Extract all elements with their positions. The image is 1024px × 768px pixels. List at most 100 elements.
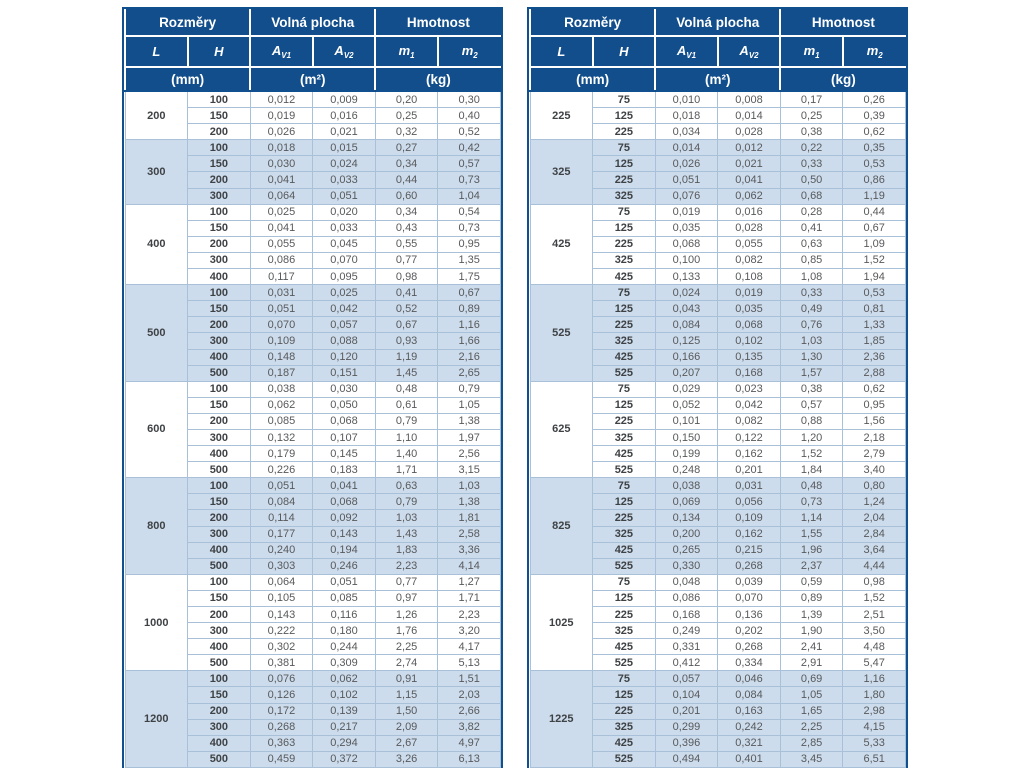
- data-table: Rozměry Volná plocha Hmotnost L H AV1 AV…: [528, 9, 906, 768]
- data-table: Rozměry Volná plocha Hmotnost L H AV1 AV…: [123, 9, 501, 768]
- table-row: 800 100 0,051 0,041 0,63 1,03: [124, 477, 501, 575]
- table-row: 300 0,086 0,070 0,77 1,35: [125, 251, 501, 270]
- dimension-H-cell: 225: [592, 412, 656, 430]
- mass-m2-cell: 3,20: [437, 622, 501, 640]
- area-av1-cell: 0,148: [249, 348, 314, 366]
- area-av2-cell: 0,136: [717, 605, 781, 624]
- area-av2-cell: 0,122: [717, 428, 781, 447]
- area-av2-cell: 0,135: [717, 348, 781, 366]
- mass-m2-cell: 0,26: [842, 90, 906, 109]
- dimension-H-cell: 150: [187, 107, 251, 125]
- mass-m1-cell: 1,65: [779, 702, 844, 720]
- area-av1-cell: 0,084: [249, 493, 314, 511]
- dimension-L-cell: 800: [124, 477, 189, 575]
- area-av2-cell: 0,180: [312, 622, 376, 640]
- table-row: 425 0,331 0,268 2,41 4,48: [530, 638, 906, 656]
- dimension-H-cell: 200: [187, 605, 251, 624]
- table-row: 225 0,034 0,028 0,38 0,62: [530, 123, 906, 141]
- header-volna-plocha: Volná plocha: [249, 9, 376, 36]
- header-volna-plocha: Volná plocha: [654, 9, 781, 36]
- unit-m2: (m²): [249, 66, 376, 92]
- dimension-H-cell: 150: [187, 300, 251, 318]
- mass-m2-cell: 1,35: [437, 251, 501, 270]
- header-m2: m2: [436, 35, 501, 67]
- mass-m1-cell: 0,33: [779, 284, 844, 302]
- dimension-H-cell: 500: [187, 654, 251, 672]
- mass-m1-cell: 2,09: [374, 718, 439, 736]
- area-av1-cell: 0,048: [654, 573, 719, 591]
- dimension-H-cell: 200: [187, 702, 251, 720]
- header-Av1: AV1: [654, 35, 718, 67]
- area-av1-cell: 0,331: [654, 638, 719, 656]
- area-av1-cell: 0,076: [249, 670, 314, 688]
- area-av2-cell: 0,082: [717, 412, 781, 430]
- area-av2-cell: 0,025: [312, 284, 376, 302]
- dimension-H-cell: 525: [592, 557, 656, 575]
- area-av1-cell: 0,038: [249, 380, 314, 398]
- table-row: 525 0,412 0,334 2,91 5,47: [530, 654, 906, 672]
- mass-m2-cell: 3,50: [842, 622, 906, 640]
- area-av1-cell: 0,132: [249, 428, 314, 447]
- area-av2-cell: 0,056: [717, 493, 781, 511]
- area-av2-cell: 0,183: [312, 461, 376, 479]
- area-av2-cell: 0,321: [717, 734, 781, 752]
- area-av1-cell: 0,041: [249, 171, 314, 189]
- mass-m2-cell: 1,97: [437, 428, 501, 447]
- dimension-H-cell: 425: [592, 541, 656, 559]
- mass-m2-cell: 0,52: [437, 123, 501, 141]
- dimension-H-cell: 300: [187, 251, 251, 270]
- header-rozmery: Rozměry: [123, 9, 251, 36]
- area-av2-cell: 0,401: [717, 750, 781, 768]
- mass-m2-cell: 0,81: [842, 300, 906, 318]
- mass-m2-cell: 5,33: [842, 734, 906, 752]
- area-av2-cell: 0,068: [312, 412, 376, 430]
- mass-m1-cell: 1,52: [779, 445, 844, 463]
- mass-m2-cell: 2,23: [437, 605, 501, 624]
- mass-m1-cell: 0,55: [374, 235, 439, 253]
- var-m: m: [461, 43, 474, 58]
- table-row: 200 0,085 0,068 0,79 1,38: [125, 412, 501, 430]
- area-av2-cell: 0,008: [717, 90, 781, 109]
- area-av2-cell: 0,057: [312, 316, 376, 334]
- dimension-L-cell: 1000: [124, 573, 189, 672]
- area-av1-cell: 0,248: [654, 461, 719, 479]
- area-av2-cell: 0,162: [717, 525, 781, 543]
- dimension-H-cell: 300: [187, 332, 251, 350]
- mass-m2-cell: 1,56: [842, 412, 906, 430]
- area-av1-cell: 0,051: [249, 300, 314, 318]
- area-av1-cell: 0,200: [654, 525, 719, 543]
- mass-m2-cell: 3,82: [437, 718, 501, 736]
- area-av1-cell: 0,303: [249, 557, 314, 575]
- unit-mm: (mm): [528, 66, 656, 92]
- dimension-H-cell: 225: [592, 316, 656, 334]
- area-av2-cell: 0,268: [717, 638, 781, 656]
- table-body-right: 225 75 0,010 0,008 0,17 0,26 125 0,018 0,014 0,25…: [529, 90, 906, 768]
- area-av1-cell: 0,010: [654, 90, 719, 109]
- area-av1-cell: 0,143: [249, 605, 314, 624]
- table-row: 625 75 0,029 0,023 0,38 0,62: [529, 380, 906, 479]
- mass-m1-cell: 2,41: [779, 638, 844, 656]
- header-Av2: AV2: [716, 35, 781, 67]
- table-header: Rozměry Volná plocha Hmotnost L H AV1 AV…: [528, 9, 906, 92]
- mass-m2-cell: 1,33: [842, 316, 906, 334]
- table-row: 150 0,030 0,024 0,34 0,57: [125, 155, 501, 173]
- dimension-H-cell: 100: [187, 284, 251, 302]
- area-av1-cell: 0,222: [249, 622, 314, 640]
- area-av1-cell: 0,043: [654, 300, 719, 318]
- area-av1-cell: 0,268: [249, 718, 314, 736]
- area-av1-cell: 0,172: [249, 702, 314, 720]
- dimension-H-cell: 225: [592, 171, 656, 189]
- mass-m2-cell: 2,84: [842, 525, 906, 543]
- header-variable-row: L H AV1 AV2 m1 m2: [124, 35, 501, 67]
- table-row: 500 0,381 0,309 2,74 5,13: [125, 654, 501, 672]
- dimension-H-cell: 425: [592, 348, 656, 366]
- area-av2-cell: 0,023: [717, 380, 781, 398]
- mass-m1-cell: 1,08: [779, 268, 844, 286]
- mass-m2-cell: 3,36: [437, 541, 501, 559]
- mass-m1-cell: 1,26: [374, 605, 439, 624]
- dimension-H-cell: 225: [592, 235, 656, 253]
- area-av1-cell: 0,133: [654, 268, 719, 286]
- mass-m2-cell: 2,58: [437, 525, 501, 543]
- area-av2-cell: 0,016: [717, 203, 781, 221]
- area-av2-cell: 0,163: [717, 702, 781, 720]
